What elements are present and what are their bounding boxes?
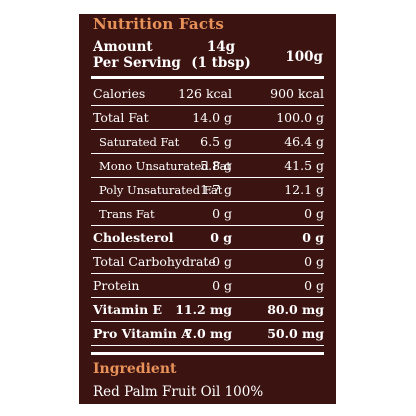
nutrient-value-per-serving: 126 kcal [178, 86, 232, 101]
nutrient-value-per-serving: 5.8 g [200, 158, 232, 173]
nutrient-label: Poly Unsaturated Fat [99, 183, 223, 197]
nutrient-row: Pro Vitamin A 7.0 mg 50.0 mg [91, 322, 324, 346]
amount-label-line1: Amount [93, 39, 153, 55]
nutrient-label: Vitamin E [93, 302, 163, 317]
nutrition-facts-panel: Nutrition Facts Amount Per Serving 14g (… [79, 14, 336, 404]
nutrient-value-per-100g: 900 kcal [270, 86, 324, 101]
ingredient-title: Ingredient [93, 361, 177, 377]
nutrient-value-per-serving: 0 g [212, 254, 232, 269]
nutrient-value-per-100g: 0 g [302, 230, 324, 245]
nutrient-row: Saturated Fat 6.5 g 46.4 g [91, 130, 324, 154]
nutrient-row: Vitamin E 11.2 mg 80.0 mg [91, 298, 324, 322]
nutrient-label: Total Fat [93, 110, 149, 125]
nutrient-value-per-100g: 12.1 g [284, 182, 324, 197]
nutrient-value-per-100g: 50.0 mg [267, 326, 324, 341]
per-100g-column-header: 100g [285, 49, 323, 65]
nutrient-row: Protein 0 g 0 g [91, 274, 324, 298]
nutrient-row: Mono Unsaturated Fat 5.8 g 41.5 g [91, 154, 324, 178]
nutrient-value-per-serving: 14.0 g [192, 110, 232, 125]
nutrient-value-per-100g: 80.0 mg [267, 302, 324, 317]
nutrient-value-per-100g: 41.5 g [284, 158, 324, 173]
nutrient-label: Pro Vitamin A [93, 326, 191, 341]
serving-size-tbsp: (1 tbsp) [191, 55, 251, 71]
amount-label-line2: Per Serving [93, 55, 181, 71]
ingredient-text: Red Palm Fruit Oil 100% [93, 384, 264, 400]
serving-size-grams: 14g [206, 39, 236, 55]
nutrient-value-per-100g: 46.4 g [284, 134, 324, 149]
nutrient-value-per-serving: 1.7 g [200, 182, 232, 197]
nutrient-label: Total Carbohydrate [93, 254, 216, 269]
serving-column-header: 14g (1 tbsp) [191, 39, 251, 71]
nutrient-value-per-100g: 100.0 g [276, 110, 324, 125]
nutrient-row: Poly Unsaturated Fat 1.7 g 12.1 g [91, 178, 324, 202]
nutrient-row: Total Fat 14.0 g 100.0 g [91, 106, 324, 130]
nutrient-value-per-serving: 11.2 mg [175, 302, 232, 317]
nutrition-title: Nutrition Facts [93, 15, 224, 33]
nutrient-value-per-serving: 6.5 g [200, 134, 232, 149]
nutrient-value-per-serving: 0 g [212, 206, 232, 221]
nutrient-label: Protein [93, 278, 140, 293]
nutrient-value-per-100g: 0 g [304, 278, 324, 293]
nutrient-label: Mono Unsaturated Fat [99, 159, 232, 173]
nutrient-row: Cholesterol 0 g 0 g [91, 226, 324, 250]
nutrient-value-per-serving: 7.0 mg [183, 326, 232, 341]
nutrient-label: Calories [93, 86, 146, 101]
nutrient-value-per-100g: 0 g [304, 206, 324, 221]
nutrient-row: Trans Fat 0 g 0 g [91, 202, 324, 226]
nutrient-value-per-serving: 0 g [210, 230, 232, 245]
nutrient-value-per-100g: 0 g [304, 254, 324, 269]
ingredient-divider [91, 352, 324, 355]
nutrient-label: Cholesterol [93, 230, 174, 245]
amount-per-serving-label: Amount Per Serving [93, 39, 181, 71]
nutrient-value-per-serving: 0 g [212, 278, 232, 293]
header-divider [91, 76, 324, 79]
nutrient-label: Saturated Fat [99, 135, 180, 149]
nutrient-label: Trans Fat [99, 207, 155, 221]
nutrient-row: Calories 126 kcal 900 kcal [91, 82, 324, 106]
